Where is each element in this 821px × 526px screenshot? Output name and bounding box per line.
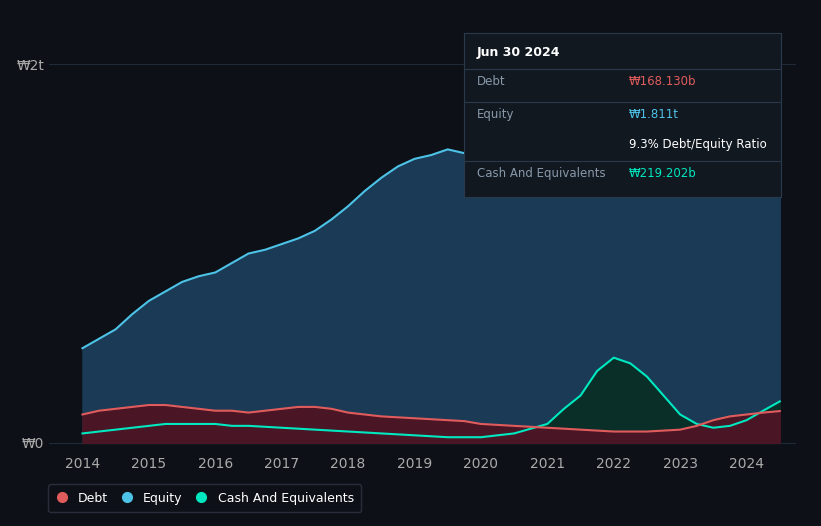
Text: Debt: Debt [477, 75, 505, 88]
Legend: Debt, Equity, Cash And Equivalents: Debt, Equity, Cash And Equivalents [48, 484, 361, 512]
Text: 9.3% Debt/Equity Ratio: 9.3% Debt/Equity Ratio [629, 138, 767, 150]
Text: ₩168.130b: ₩168.130b [629, 75, 696, 88]
Text: Equity: Equity [477, 108, 514, 121]
Text: ₩219.202b: ₩219.202b [629, 167, 697, 180]
Text: ₩1.811t: ₩1.811t [629, 108, 679, 121]
Text: Jun 30 2024: Jun 30 2024 [477, 46, 560, 59]
Text: Cash And Equivalents: Cash And Equivalents [477, 167, 605, 180]
